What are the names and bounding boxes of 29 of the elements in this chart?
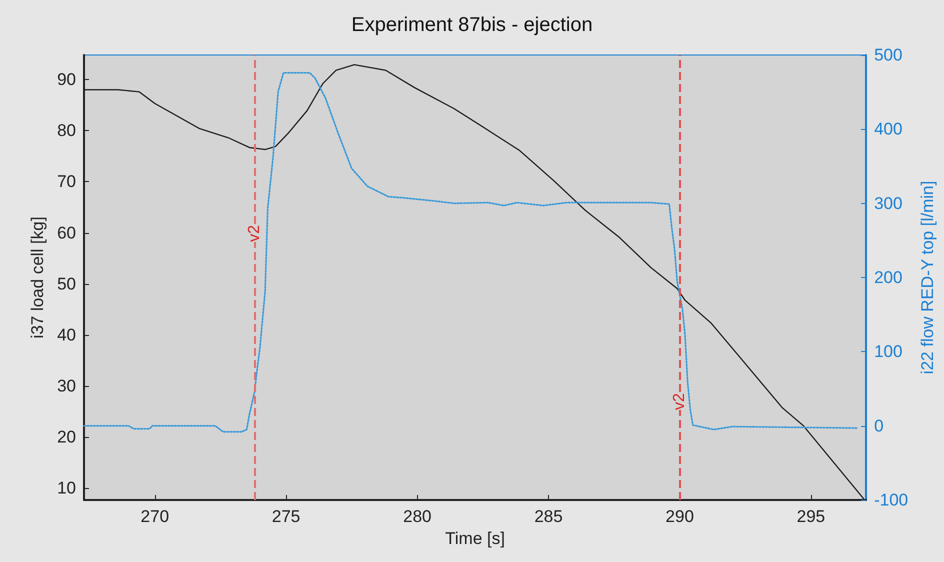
- y-tick-label: 20: [57, 428, 76, 447]
- line-series: [83, 72, 859, 433]
- y2-tick-label: 500: [874, 46, 902, 64]
- y-tick-label: 50: [57, 274, 76, 294]
- x-tick-label: 290: [666, 507, 694, 526]
- x-tick-label: 295: [796, 507, 826, 526]
- y2-tick-label: 400: [874, 120, 902, 139]
- y2-tick-label: -100: [874, 490, 908, 510]
- y-axis-title: i37 load cell [kg]: [28, 216, 47, 338]
- x-tick-label: 275: [272, 507, 300, 526]
- y-tick-label: 10: [57, 478, 76, 498]
- y2-tick-label: 0: [874, 416, 884, 436]
- ref-line-label: v2: [671, 393, 688, 410]
- y-tick-label: 80: [57, 121, 76, 140]
- y2-tick-label: 100: [874, 342, 902, 362]
- y-tick-label: 90: [57, 70, 76, 90]
- chart-title: Experiment 87bis - ejection: [351, 14, 593, 36]
- x-axis-title: Time [s]: [445, 529, 505, 548]
- x-tick-label: 280: [403, 507, 432, 526]
- x-tick-label: 285: [534, 507, 563, 526]
- ref-line-label: v2: [246, 224, 264, 242]
- x-tick-label: 270: [140, 507, 170, 526]
- y2-axis-title: i22 flow RED-Y top [l/min]: [918, 180, 937, 374]
- y2-tick-label: 300: [874, 194, 902, 213]
- y2-tick-label: 200: [874, 268, 902, 287]
- y-tick-label: 60: [57, 223, 76, 242]
- y-tick-label: 40: [57, 325, 76, 344]
- y-tick-label: 70: [57, 172, 76, 192]
- y-tick-label: 30: [57, 376, 76, 396]
